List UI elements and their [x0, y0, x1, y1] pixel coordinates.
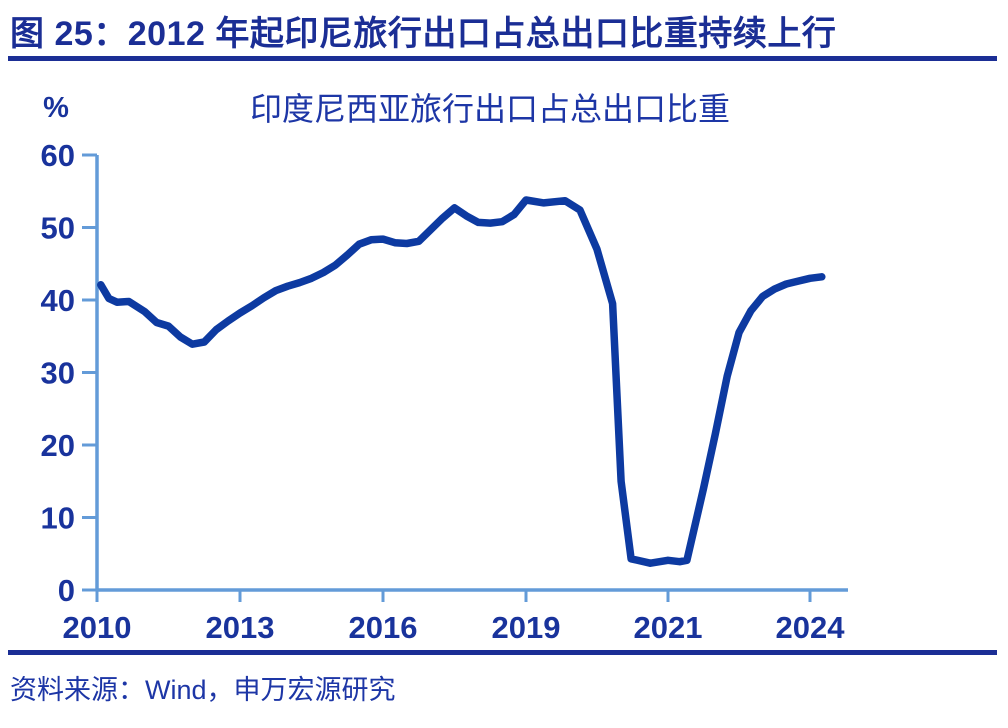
x-tick-label: 2016: [349, 610, 418, 645]
x-tick-label: 2021: [634, 610, 703, 645]
y-tick-label: 50: [41, 211, 75, 246]
header-rule: [8, 56, 997, 61]
series-travel-export-share: [97, 196, 826, 567]
chart-title: 印度尼西亚旅行出口占总出口比重: [249, 91, 730, 127]
x-tick-label: 2024: [776, 610, 846, 645]
y-tick-label: 10: [41, 501, 75, 536]
y-tick-label: 20: [41, 428, 75, 463]
y-axis-unit-label: %: [43, 92, 69, 124]
footer-rule: [8, 650, 997, 655]
y-tick-label: 40: [41, 283, 75, 318]
source-note: 资料来源：Wind，申万宏源研究: [10, 675, 396, 705]
figure-title: 图 25：2012 年起印尼旅行出口占总出口比重持续上行: [10, 15, 837, 53]
x-tick-label: 2010: [63, 610, 132, 645]
x-tick-label: 2019: [492, 610, 561, 645]
y-tick-label: 60: [41, 138, 75, 173]
x-tick-label: 2013: [206, 610, 275, 645]
y-tick-label: 0: [58, 573, 75, 608]
y-tick-label: 30: [41, 356, 75, 391]
